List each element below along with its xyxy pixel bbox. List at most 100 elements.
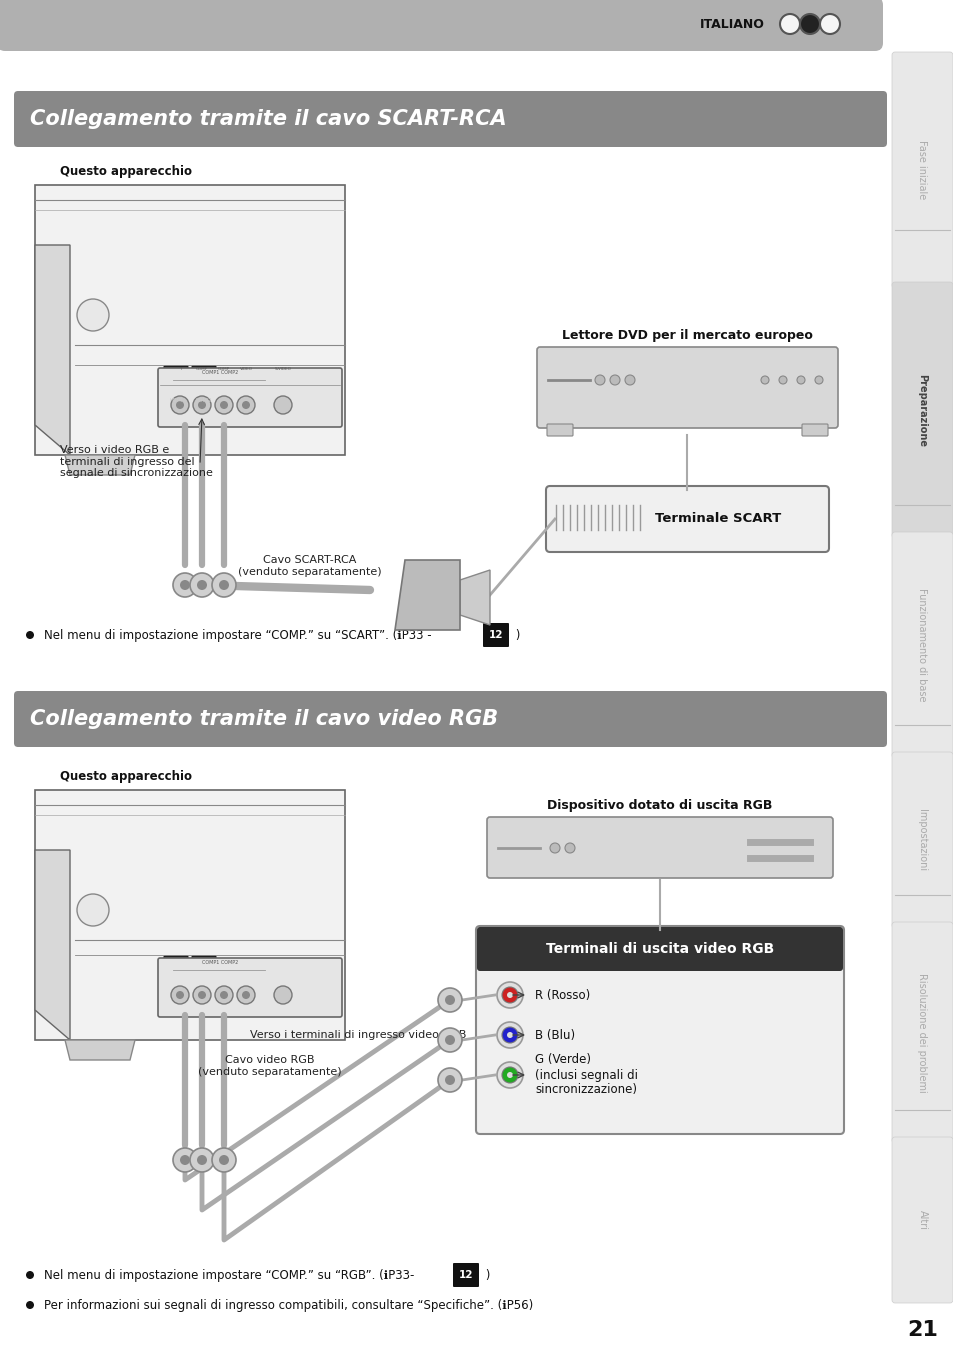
FancyBboxPatch shape [164, 366, 188, 393]
Circle shape [175, 401, 184, 409]
Circle shape [780, 14, 800, 34]
Circle shape [506, 1072, 513, 1079]
Text: 12: 12 [458, 1270, 473, 1280]
Text: ): ) [512, 629, 519, 641]
Circle shape [220, 991, 228, 999]
Circle shape [444, 1075, 455, 1085]
Text: 21: 21 [906, 1320, 937, 1341]
Text: R (Rosso): R (Rosso) [535, 988, 590, 1002]
Circle shape [190, 572, 213, 597]
Polygon shape [395, 560, 459, 630]
FancyBboxPatch shape [891, 282, 952, 539]
Circle shape [190, 1148, 213, 1172]
Circle shape [212, 1148, 235, 1172]
Text: COMP1 COMP2: COMP1 COMP2 [202, 960, 238, 965]
FancyBboxPatch shape [35, 185, 345, 455]
FancyBboxPatch shape [14, 90, 886, 147]
Text: COMP: COMP [217, 367, 230, 371]
Polygon shape [35, 850, 70, 1040]
Circle shape [198, 991, 206, 999]
Circle shape [550, 842, 559, 853]
Circle shape [196, 580, 207, 590]
Text: Terminale SCART: Terminale SCART [655, 513, 781, 525]
Circle shape [214, 986, 233, 1004]
Circle shape [196, 1156, 207, 1165]
Text: Terminali di uscita video RGB: Terminali di uscita video RGB [545, 942, 773, 956]
Text: Collegamento tramite il cavo video RGB: Collegamento tramite il cavo video RGB [30, 709, 497, 729]
Circle shape [444, 1035, 455, 1045]
Circle shape [437, 1027, 461, 1052]
Text: Preparazione: Preparazione [917, 374, 926, 447]
Circle shape [796, 377, 804, 383]
Circle shape [219, 580, 229, 590]
Text: B (Blu): B (Blu) [535, 1029, 575, 1041]
FancyBboxPatch shape [545, 486, 828, 552]
Circle shape [274, 986, 292, 1004]
Circle shape [497, 1062, 522, 1088]
Text: Dispositivo dotato di uscita RGB: Dispositivo dotato di uscita RGB [547, 799, 772, 811]
Circle shape [820, 14, 840, 34]
FancyBboxPatch shape [891, 752, 952, 927]
Circle shape [274, 396, 292, 414]
FancyBboxPatch shape [453, 1264, 478, 1287]
Polygon shape [35, 244, 70, 455]
Polygon shape [65, 1040, 135, 1060]
Text: Per informazioni sui segnali di ingresso compatibili, consultare “Specifiche”. (: Per informazioni sui segnali di ingresso… [44, 1299, 533, 1311]
FancyBboxPatch shape [537, 347, 837, 428]
Circle shape [501, 987, 517, 1003]
Circle shape [172, 1148, 196, 1172]
Circle shape [497, 1022, 522, 1048]
Circle shape [212, 572, 235, 597]
Circle shape [180, 1156, 190, 1165]
FancyBboxPatch shape [891, 1137, 952, 1303]
FancyBboxPatch shape [546, 424, 573, 436]
Circle shape [172, 572, 196, 597]
Text: COMP: COMP [195, 367, 208, 371]
Polygon shape [459, 570, 490, 625]
Text: ITALIANO: ITALIANO [700, 18, 764, 31]
Circle shape [437, 1068, 461, 1092]
Circle shape [180, 580, 190, 590]
Circle shape [506, 992, 513, 998]
FancyBboxPatch shape [891, 532, 952, 757]
Text: T: T [178, 367, 181, 371]
Circle shape [564, 842, 575, 853]
FancyBboxPatch shape [486, 817, 832, 878]
Circle shape [219, 1156, 229, 1165]
Text: Questo apparecchio: Questo apparecchio [60, 769, 192, 783]
Text: Cavo SCART-RCA
(venduto separatamente): Cavo SCART-RCA (venduto separatamente) [238, 555, 381, 576]
FancyBboxPatch shape [891, 53, 952, 288]
Circle shape [595, 375, 604, 385]
Circle shape [624, 375, 635, 385]
Text: Lettore DVD per il mercato europeo: Lettore DVD per il mercato europeo [561, 329, 812, 342]
Polygon shape [65, 455, 135, 475]
FancyBboxPatch shape [0, 0, 882, 51]
Circle shape [437, 988, 461, 1012]
Circle shape [497, 981, 522, 1008]
Circle shape [77, 298, 109, 331]
Text: Cavo video RGB
(venduto separatamente): Cavo video RGB (venduto separatamente) [198, 1054, 341, 1076]
FancyBboxPatch shape [158, 958, 341, 1017]
Circle shape [26, 1270, 34, 1278]
Circle shape [760, 377, 768, 383]
Text: Funzionamento di base: Funzionamento di base [917, 589, 926, 702]
Circle shape [242, 991, 250, 999]
Circle shape [609, 375, 619, 385]
FancyBboxPatch shape [891, 922, 952, 1143]
FancyBboxPatch shape [158, 369, 341, 427]
Text: Nel menu di impostazione impostare “COMP.” su “SCART”. (ℹP33 -: Nel menu di impostazione impostare “COMP… [44, 629, 435, 641]
Circle shape [175, 991, 184, 999]
Text: Verso i terminali di ingresso video RGB: Verso i terminali di ingresso video RGB [250, 1030, 466, 1040]
FancyBboxPatch shape [14, 691, 886, 747]
Text: Risoluzione dei problemi: Risoluzione dei problemi [917, 972, 926, 1092]
Circle shape [814, 377, 822, 383]
Circle shape [506, 1031, 513, 1038]
Circle shape [501, 1066, 517, 1083]
Circle shape [26, 630, 34, 639]
Circle shape [26, 1301, 34, 1309]
Circle shape [193, 986, 211, 1004]
Text: COMP1 COMP2: COMP1 COMP2 [202, 370, 238, 375]
Text: HDMI: HDMI [170, 398, 182, 404]
Circle shape [444, 995, 455, 1004]
FancyBboxPatch shape [482, 622, 509, 647]
